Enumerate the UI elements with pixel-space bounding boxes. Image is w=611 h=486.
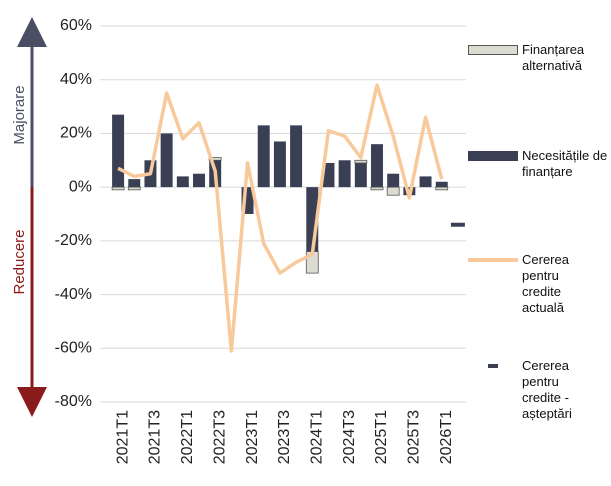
bar [419,176,432,188]
x-tick-label: 2025T3 [406,410,423,464]
legend-label: Finanțarea alternativă [522,42,585,73]
bar [354,162,367,188]
legend-entry: Finanțarea alternativă [468,42,610,74]
bar [371,144,383,188]
legend-entry: Cererea pentru credite - așteptări [468,358,584,422]
y-tick-label: -40% [55,286,92,303]
bar [128,179,141,188]
legend-label: Cererea pentru credite - așteptări [522,358,572,421]
x-tick-label: 2022T3 [211,410,228,464]
y-tick-label: -20% [55,232,92,249]
legend-marker [468,358,518,374]
y-tick-label: 20% [60,125,92,142]
grid [100,25,466,403]
y-tick-label: 60% [60,17,92,34]
bar [370,186,384,191]
annotation: Majorare [11,85,28,144]
bar [241,187,254,214]
annotation: Reducere [11,229,28,294]
x-tick-label: 2021T1 [114,410,131,464]
legend-label: Necesitățile de finanțare [522,148,608,179]
y-tick-label: 0% [69,178,92,195]
legend-entry: Cererea pentru credite actuală [468,252,584,316]
bar [208,157,222,161]
y-tick-label: 40% [60,71,92,88]
bar [160,133,173,188]
bar [387,173,400,188]
x-tick-label: 2023T1 [244,410,261,464]
legend-entry: Necesitățile de finanțare [468,148,610,180]
y-tick-label: -60% [55,340,92,357]
bar [435,181,448,188]
x-tick-label: 2021T3 [147,410,164,464]
y-tick-label: -80% [55,393,92,410]
x-tick-label: 2026T1 [438,410,455,464]
x-tick-label: 2024T3 [341,410,358,464]
legend-marker [468,148,518,164]
bar [176,176,189,188]
legend-marker [468,252,518,268]
bar [322,162,335,188]
x-tick-label: 2024T1 [308,410,325,464]
line [117,83,444,353]
bar [435,186,449,191]
legend-marker [468,42,518,58]
bar [290,125,303,188]
bar [273,141,286,188]
bar [112,114,125,188]
x-tick-label: 2023T3 [276,410,293,464]
bar [306,187,319,252]
legend-label: Cererea pentru credite actuală [522,252,569,315]
bar [338,160,351,188]
x-tick-label: 2025T1 [373,410,390,464]
bar [354,159,368,164]
bar [193,173,205,188]
bar [386,186,400,196]
bar [257,125,270,188]
bar [111,186,125,191]
bar [127,186,141,191]
x-tick-label: 2022T1 [179,410,196,464]
